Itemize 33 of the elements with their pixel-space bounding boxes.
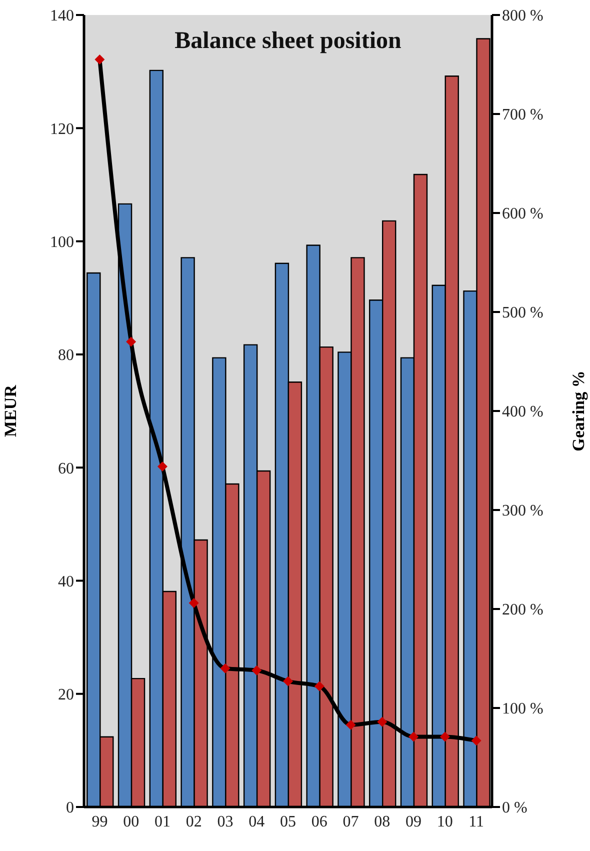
y-tick-label: 100 xyxy=(50,234,74,251)
y2-tick-label: 700 % xyxy=(502,106,544,124)
y2-tick-label: 200 % xyxy=(502,602,544,619)
x-tick-label: 05 xyxy=(280,813,296,830)
x-tick-label: 08 xyxy=(374,813,390,830)
y2-tick-label: 300 % xyxy=(502,502,544,520)
y-axis-title: MEUR xyxy=(1,384,20,437)
text: Balance sheet position xyxy=(174,28,402,55)
y-tick-label: 120 xyxy=(50,120,74,138)
y2-tick-label: 400 % xyxy=(502,404,544,421)
y-tick-label: 40 xyxy=(58,573,74,590)
y2-tick-label: 800 % xyxy=(502,8,544,25)
x-tick-label: 10 xyxy=(436,813,453,830)
x-tick-label: 06 xyxy=(311,813,328,830)
y-tick-label: 60 xyxy=(58,460,74,478)
y2-tick-label: 600 % xyxy=(502,206,544,223)
y-tick-label: 20 xyxy=(58,686,74,704)
y2-tick-label: 500 % xyxy=(502,304,544,322)
x-tick-label: 07 xyxy=(342,813,359,830)
x-tick-label: 11 xyxy=(468,813,484,830)
y2-tick-label: 100 % xyxy=(502,700,544,718)
y2-axis-title: Gearing % xyxy=(569,370,588,452)
x-tick-label: 02 xyxy=(186,813,202,830)
y-tick-label: 80 xyxy=(58,347,74,364)
y-tick-label: 0 xyxy=(66,800,74,817)
x-tick-label: 99 xyxy=(92,813,108,830)
x-tick-label: 01 xyxy=(154,813,170,830)
x-tick-label: 03 xyxy=(217,813,234,830)
x-tick-label: 00 xyxy=(123,813,140,830)
x-tick-label: 09 xyxy=(406,813,422,830)
x-tick-label: 04 xyxy=(248,813,265,830)
y-tick-label: 140 xyxy=(50,8,74,25)
y2-tick-label: 0 % xyxy=(502,800,528,817)
